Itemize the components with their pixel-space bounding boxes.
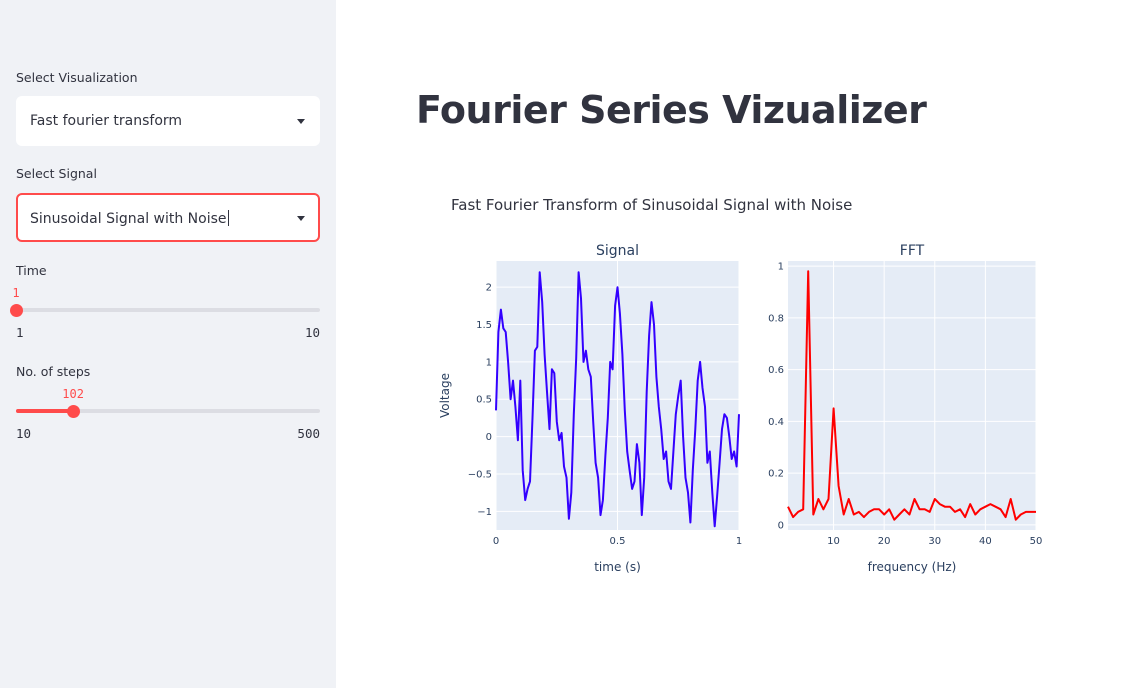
chart2-title: FFT [900, 243, 925, 259]
chart2-y-tick-label: 0.4 [768, 417, 784, 428]
time-slider-max: 10 [304, 325, 320, 340]
chart2-y-tick-label: 0.2 [768, 469, 784, 480]
chart2-y-tick-label: 1 [778, 262, 784, 273]
chart2-plot-group: 10 20 30 40 50 0 0.2 0.4 0.6 0.8 1 FFT frequency (Hz… [768, 243, 1042, 574]
chart2-x-tick-label: 20 [878, 536, 891, 547]
chart1-y-tick-label: 1.5 [476, 320, 492, 331]
chart2-x-tick-label: 30 [928, 536, 941, 547]
chart2-y-tick-label: 0.8 [768, 313, 784, 324]
chart1-y-tick-label: −1 [477, 507, 492, 518]
chart1-y-tick-label: 2 [486, 283, 492, 294]
chart1-y-axis-label: Voltage [438, 373, 452, 418]
time-slider-thumb[interactable] [9, 303, 23, 317]
steps-slider-label: No. of steps [16, 364, 91, 379]
chart2-y-tick-label: 0.6 [768, 365, 784, 376]
chart1-y-tick-label: −0.5 [468, 469, 492, 480]
time-slider-min: 1 [16, 325, 24, 340]
steps-slider-min: 10 [16, 426, 32, 441]
chart2-plot-area [788, 261, 1036, 530]
text-cursor [227, 210, 229, 226]
chart-subtitle: Fast Fourier Transform of Sinusoidal Sig… [451, 196, 853, 214]
sidebar: Select Visualization Fast fourier transf… [0, 0, 336, 688]
chart2-y-tick-label: 0 [778, 520, 784, 531]
page-title: Fourier Series Vizualizer [416, 88, 927, 132]
chart1-x-tick-label: 0 [493, 536, 499, 547]
chart1-y-tick-label: 1 [486, 357, 492, 368]
visualization-select[interactable]: Fast fourier transform [16, 96, 320, 146]
visualization-select-label: Select Visualization [16, 70, 138, 85]
chart1-y-tick-label: 0.5 [476, 395, 492, 406]
time-slider[interactable] [9, 303, 320, 317]
chart1-x-axis-label: time (s) [594, 560, 641, 574]
visualization-select-value: Fast fourier transform [30, 113, 183, 129]
steps-slider[interactable] [16, 404, 320, 418]
chart2-x-tick-label: 50 [1030, 536, 1043, 547]
steps-slider-thumb[interactable] [66, 404, 80, 418]
chart1-title: Signal [596, 243, 639, 259]
signal-select-label: Select Signal [16, 166, 97, 181]
steps-slider-max: 500 [297, 426, 320, 441]
chart1-plot-group: 0 0.5 1 −1 −0.5 0 0.5 1 1.5 2 Signal time (s) Voltag… [438, 243, 742, 574]
chart2-x-tick-label: 40 [979, 536, 992, 547]
chevron-down-icon[interactable] [297, 216, 305, 221]
signal-select-value: Sinusoidal Signal with Noise [30, 211, 227, 227]
signal-select[interactable]: Sinusoidal Signal with Noise [16, 193, 320, 242]
chart1-series-line [495, 271, 740, 528]
chart2-x-axis-label: frequency (Hz) [868, 560, 957, 574]
chart2-series-line [787, 270, 1036, 521]
chart1-y-tick-label: 0 [486, 432, 492, 443]
steps-slider-value: 102 [62, 387, 84, 401]
chart1-x-tick-label: 0.5 [610, 536, 626, 547]
steps-slider-fill [16, 409, 74, 413]
time-slider-label: Time [16, 263, 47, 278]
chevron-down-icon[interactable] [297, 119, 305, 124]
chart1-x-tick-label: 1 [736, 536, 742, 547]
time-slider-value: 1 [12, 286, 20, 300]
chart2-x-tick-label: 10 [827, 536, 840, 547]
